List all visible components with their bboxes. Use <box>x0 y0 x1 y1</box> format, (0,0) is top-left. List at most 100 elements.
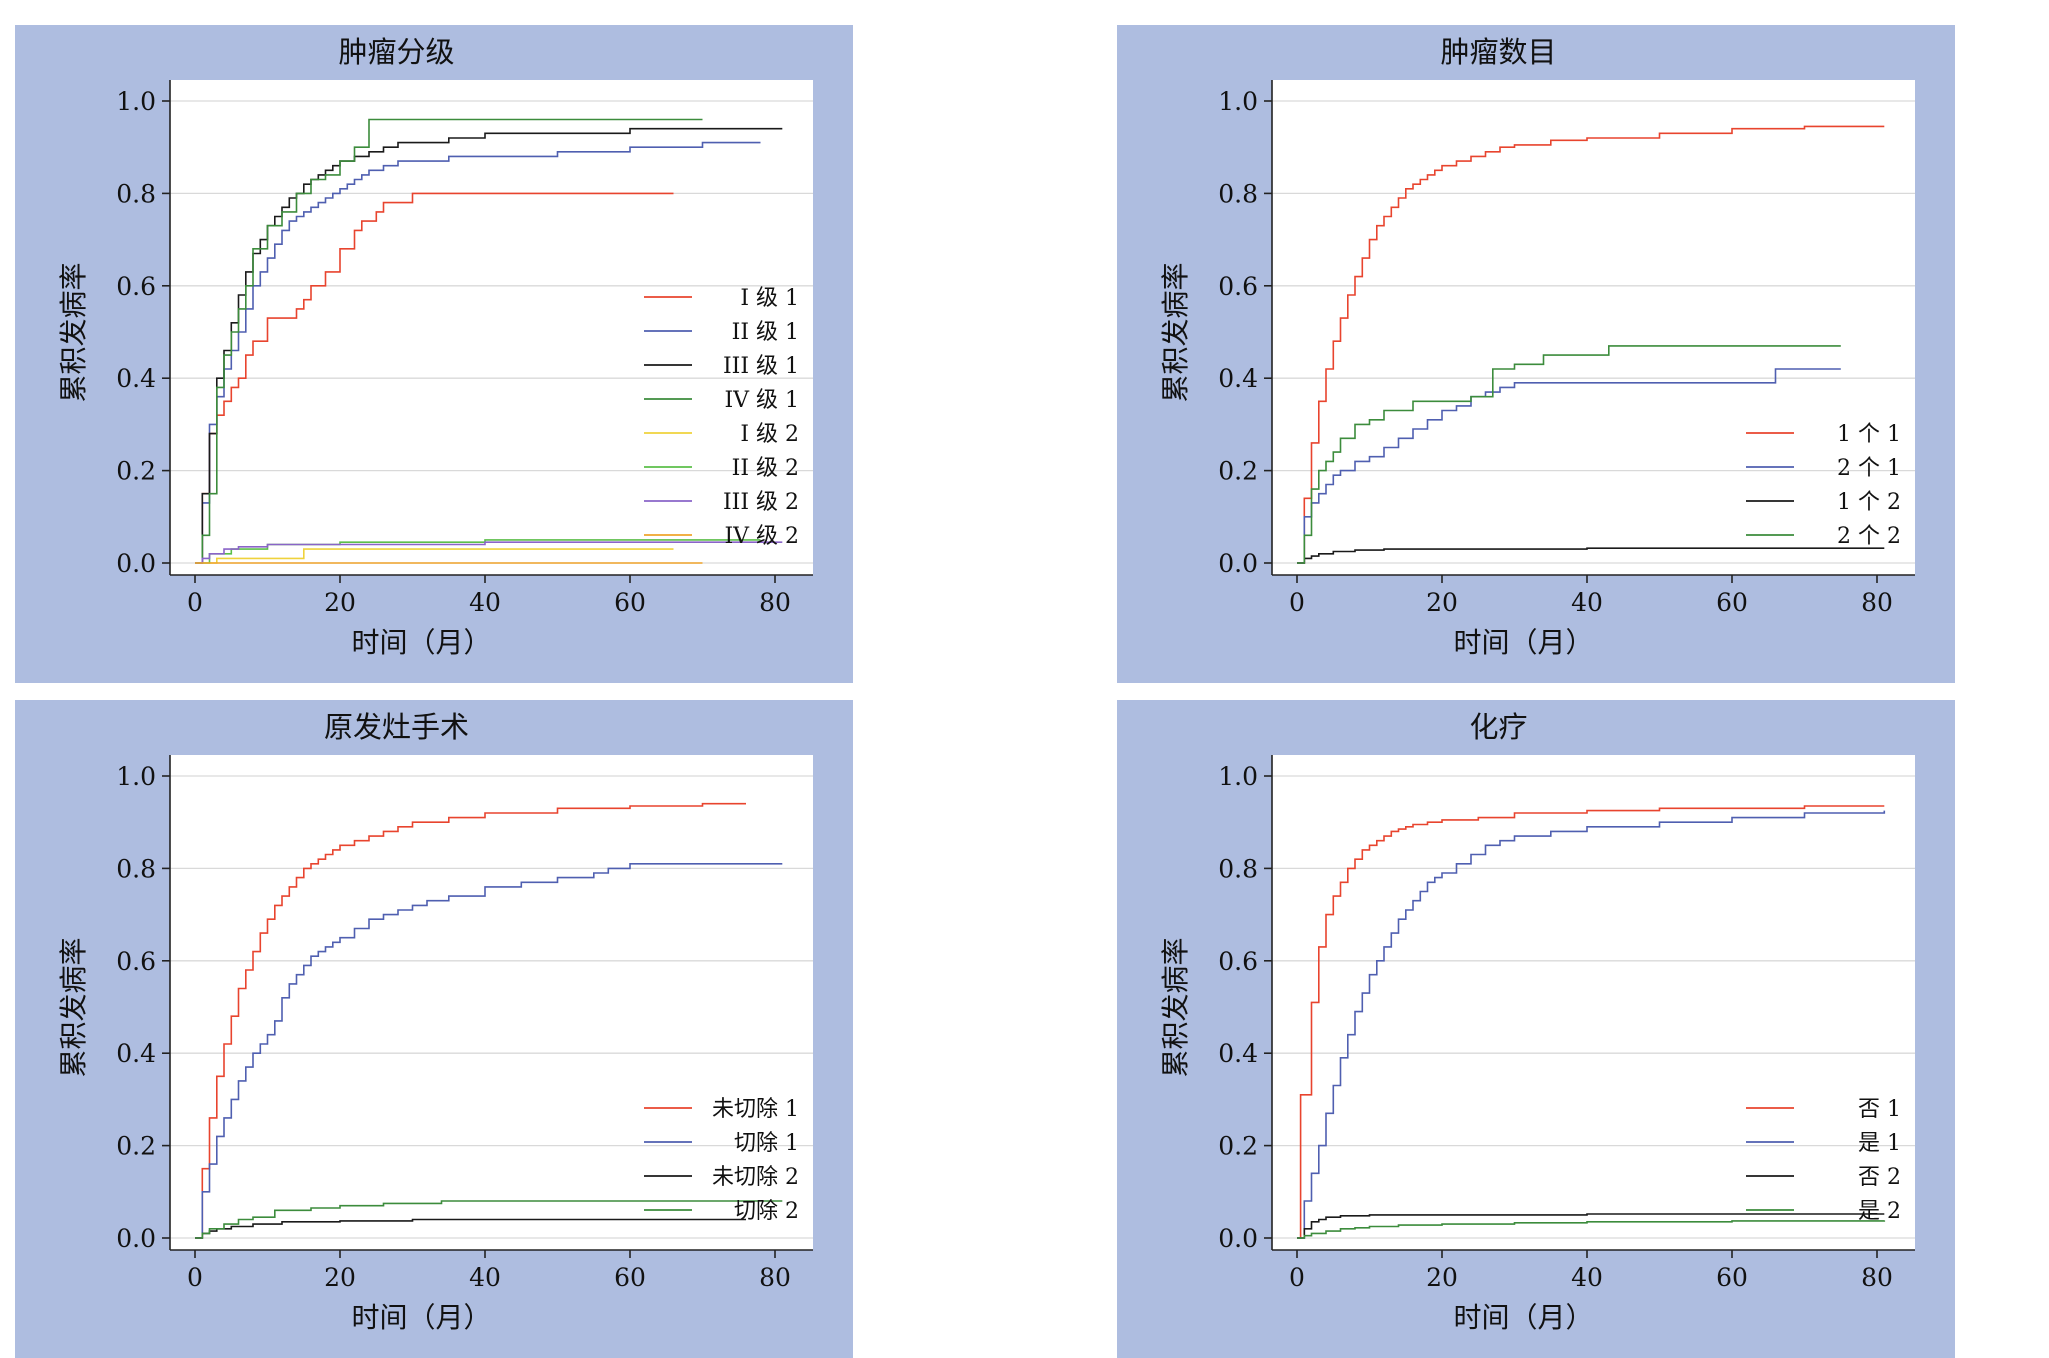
x-tick-label: 0 <box>1289 588 1305 617</box>
x-axis-title: 时间（月） <box>1453 626 1593 659</box>
y-tick-label: 0.0 <box>1218 549 1258 578</box>
series-line-0 <box>1297 805 1885 1239</box>
y-tick-label: 1.0 <box>116 87 156 116</box>
x-tick-label: 40 <box>1571 1263 1603 1292</box>
x-axis-title: 时间（月） <box>1453 1301 1593 1334</box>
x-tick-label: 80 <box>1861 588 1893 617</box>
chart-chemotherapy: 化疗 0.0 0.2 0.4 0.6 0.8 1.0 0 20 40 60 80 时间（月） 累积发病率否… <box>1159 710 1915 1334</box>
legend-label: I 级 2 <box>740 422 799 447</box>
y-tick-label: 0.4 <box>1218 1039 1258 1068</box>
chart-primary-surgery: 原发灶手术 0.0 0.2 0.4 0.6 0.8 1.0 0 20 40 60 80 时间（月） 累积发… <box>57 710 813 1334</box>
chart-title: 肿瘤数目 <box>1440 35 1556 69</box>
y-tick-label: 0.6 <box>116 947 156 976</box>
legend-label: III 级 2 <box>723 490 799 515</box>
y-tick-label: 0.6 <box>1218 947 1258 976</box>
series-line-1 <box>195 863 783 1239</box>
y-tick-label: 0.0 <box>1218 1224 1258 1253</box>
legend-label: I 级 1 <box>740 286 799 311</box>
y-tick-label: 0.2 <box>1218 457 1258 486</box>
x-tick-label: 60 <box>614 588 646 617</box>
x-tick-label: 20 <box>324 588 356 617</box>
legend-label: 切除 1 <box>734 1131 799 1156</box>
x-tick-label: 80 <box>1861 1263 1893 1292</box>
y-tick-label: 0.8 <box>116 854 156 883</box>
x-tick-label: 0 <box>187 1263 203 1292</box>
y-tick-label: 0.0 <box>116 1224 156 1253</box>
legend-label: III 级 1 <box>723 354 799 379</box>
x-tick-label: 0 <box>187 588 203 617</box>
x-tick-label: 60 <box>1716 588 1748 617</box>
x-tick-label: 0 <box>1289 1263 1305 1292</box>
chart-panel-chemotherapy: 化疗 0.0 0.2 0.4 0.6 0.8 1.0 0 20 40 60 80 时间（月） 累积发病率否… <box>1117 700 1955 1358</box>
legend-label: 未切除 2 <box>712 1165 799 1190</box>
chart-panel-tumor-number: 肿瘤数目 0.0 0.2 0.4 0.6 0.8 1.0 0 20 40 60 80 时间（月） 累积发病… <box>1117 25 1955 683</box>
y-tick-label: 0.4 <box>1218 364 1258 393</box>
x-tick-label: 40 <box>469 588 501 617</box>
chart-title: 原发灶手术 <box>324 710 469 744</box>
x-tick-label: 80 <box>759 588 791 617</box>
legend-label: 否 1 <box>1858 1097 1901 1122</box>
chart-panel-primary-surgery: 原发灶手术 0.0 0.2 0.4 0.6 0.8 1.0 0 20 40 60 80 时间（月） 累积发… <box>15 700 853 1358</box>
y-tick-label: 0.2 <box>116 1132 156 1161</box>
legend-label: 是 1 <box>1858 1131 1901 1156</box>
legend-label: 1 个 1 <box>1837 422 1901 447</box>
chart-panel-tumor-grade: 肿瘤分级 0.0 0.2 0.4 0.6 0.8 1.0 0 20 40 60 80 时间（月） 累积发病… <box>15 25 853 683</box>
y-tick-label: 0.4 <box>116 364 156 393</box>
y-tick-label: 0.8 <box>116 179 156 208</box>
series-line-3 <box>1297 1220 1886 1239</box>
x-tick-label: 60 <box>614 1263 646 1292</box>
chart-title: 肿瘤分级 <box>338 35 454 69</box>
x-tick-label: 40 <box>1571 588 1603 617</box>
legend-label: 是 2 <box>1858 1199 1901 1224</box>
y-tick-label: 0.2 <box>1218 1132 1258 1161</box>
plot-area <box>170 755 813 1250</box>
x-tick-label: 80 <box>759 1263 791 1292</box>
y-tick-label: 0.8 <box>1218 179 1258 208</box>
x-tick-label: 20 <box>324 1263 356 1292</box>
legend-label: 切除 2 <box>734 1199 799 1224</box>
legend-label: 否 2 <box>1858 1165 1901 1190</box>
series-line-3 <box>195 1200 783 1239</box>
series-line-0 <box>1297 125 1885 564</box>
plot-area <box>1272 80 1915 575</box>
series-line-1 <box>1297 810 1886 1239</box>
y-axis-title: 累积发病率 <box>1159 937 1192 1077</box>
legend-label: 1 个 2 <box>1837 490 1901 515</box>
legend-label: 未切除 1 <box>712 1097 799 1122</box>
y-tick-label: 1.0 <box>1218 762 1258 791</box>
y-tick-label: 1.0 <box>1218 87 1258 116</box>
series-line-0 <box>195 802 746 1239</box>
legend-label: IV 级 2 <box>724 524 799 549</box>
series-line-0 <box>195 192 674 564</box>
chart-tumor-number: 肿瘤数目 0.0 0.2 0.4 0.6 0.8 1.0 0 20 40 60 80 时间（月） 累积发病… <box>1159 35 1915 659</box>
series-line-3 <box>1297 345 1841 564</box>
legend-label: IV 级 1 <box>724 388 799 413</box>
x-axis-title: 时间（月） <box>351 626 491 659</box>
plot-area <box>170 80 813 575</box>
x-tick-label: 60 <box>1716 1263 1748 1292</box>
y-axis-title: 累积发病率 <box>1159 262 1192 402</box>
series-line-6 <box>195 541 783 564</box>
y-tick-label: 0.6 <box>116 272 156 301</box>
legend-label: 2 个 2 <box>1837 524 1901 549</box>
series-line-1 <box>1297 368 1841 564</box>
chart-tumor-grade: 肿瘤分级 0.0 0.2 0.4 0.6 0.8 1.0 0 20 40 60 80 时间（月） 累积发病… <box>57 35 813 659</box>
x-tick-label: 40 <box>469 1263 501 1292</box>
legend-label: II 级 1 <box>732 320 799 345</box>
legend-label: 2 个 1 <box>1837 456 1901 481</box>
y-axis-title: 累积发病率 <box>57 262 90 402</box>
y-tick-label: 1.0 <box>116 762 156 791</box>
y-axis-title: 累积发病率 <box>57 937 90 1077</box>
legend-label: II 级 2 <box>732 456 799 481</box>
chart-title: 化疗 <box>1469 710 1527 744</box>
x-tick-label: 20 <box>1426 588 1458 617</box>
plot-area <box>1272 755 1915 1250</box>
x-tick-label: 20 <box>1426 1263 1458 1292</box>
series-line-3 <box>195 118 703 564</box>
y-tick-label: 0.4 <box>116 1039 156 1068</box>
y-tick-label: 0.6 <box>1218 272 1258 301</box>
y-tick-label: 0.2 <box>116 457 156 486</box>
y-tick-label: 0.8 <box>1218 854 1258 883</box>
x-axis-title: 时间（月） <box>351 1301 491 1334</box>
series-line-2 <box>1297 1213 1885 1239</box>
